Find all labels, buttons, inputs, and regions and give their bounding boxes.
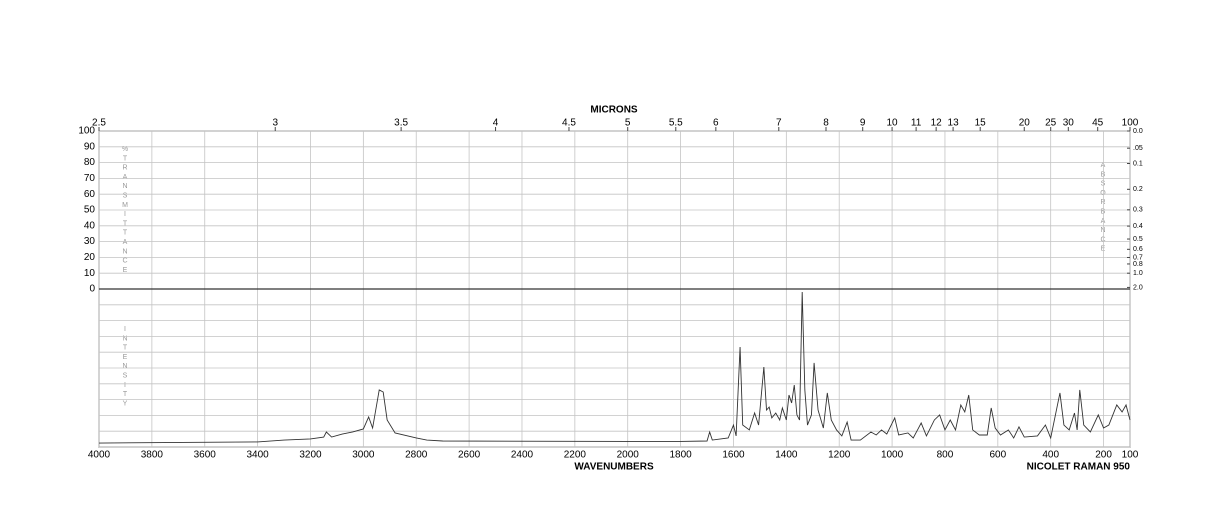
x-tick-label: 1600 (722, 450, 745, 461)
x2-tick-label: 20 (1019, 118, 1031, 129)
x-tick-label: 3000 (352, 450, 375, 461)
x2-tick-label: 6 (713, 118, 719, 129)
y2-tick-label: 0.6 (1133, 246, 1143, 253)
y2-tick-label: 1.0 (1133, 270, 1143, 277)
x-tick-label: 2600 (458, 450, 481, 461)
y-tick-label: 0 (89, 284, 95, 295)
x2-tick-label: 3.5 (394, 118, 408, 129)
x2-tick-label: 15 (975, 118, 987, 129)
x2-tick-label: 3 (272, 118, 278, 129)
top-axis-label: MICRONS (590, 105, 638, 116)
x-tick-label: 200 (1095, 450, 1112, 461)
x2-tick-label: 100 (1122, 118, 1139, 129)
x-tick-label: 400 (1042, 450, 1059, 461)
x2-tick-label: 9 (860, 118, 866, 129)
y-tick-label: 100 (78, 126, 95, 137)
x2-tick-label: 5 (625, 118, 631, 129)
x2-tick-label: 7 (776, 118, 782, 129)
x-tick-label: 100 (1122, 450, 1139, 461)
y-tick-label: 90 (84, 141, 96, 152)
x-tick-label: 2200 (564, 450, 587, 461)
x-tick-label: 4000 (88, 450, 111, 461)
y-tick-label: 40 (84, 220, 96, 231)
x2-tick-label: 45 (1092, 118, 1104, 129)
spectrum-line (98, 291, 1131, 444)
y-tick-label: 20 (84, 252, 96, 263)
y2-tick-label: 0.2 (1133, 186, 1143, 193)
y2-tick-label: 0.8 (1133, 261, 1143, 268)
x-tick-label: 1000 (881, 450, 904, 461)
y2-tick-label: 0.7 (1133, 254, 1143, 261)
x2-tick-label: 4.5 (562, 118, 576, 129)
x2-tick-label: 8 (823, 118, 829, 129)
x2-tick-label: 5.5 (669, 118, 683, 129)
y-tick-label: 80 (84, 157, 96, 168)
x2-tick-label: 10 (887, 118, 899, 129)
x-tick-label: 2000 (617, 450, 640, 461)
x-tick-label: 2800 (405, 450, 428, 461)
x-tick-label: 3400 (246, 450, 269, 461)
y2-tick-label: 0.4 (1133, 223, 1143, 230)
y-tick-label: 70 (84, 173, 96, 184)
x-tick-label: 1400 (775, 450, 798, 461)
y2-tick-label: 0.0 (1133, 128, 1143, 135)
x2-tick-label: 2.5 (92, 118, 106, 129)
x-tick-label: 2400 (511, 450, 534, 461)
left-axis-label: %TRANSMITTANCE (121, 146, 128, 276)
x-tick-label: 1200 (828, 450, 851, 461)
x2-tick-label: 13 (948, 118, 960, 129)
y2-tick-label: 0.3 (1133, 207, 1143, 214)
y-tick-label: 10 (84, 268, 96, 279)
x2-tick-label: 4 (493, 118, 499, 129)
instrument-label: NICOLET RAMAN 950 (1027, 462, 1131, 473)
x-axis-label: WAVENUMBERS (574, 462, 654, 473)
x2-tick-label: 12 (931, 118, 943, 129)
x-tick-label: 1800 (669, 450, 692, 461)
x-tick-label: 800 (937, 450, 954, 461)
y-tick-label: 60 (84, 189, 96, 200)
right-axis-label: ABSORBANCE (1099, 162, 1106, 255)
x2-tick-label: 11 (911, 118, 922, 129)
x2-tick-label: 30 (1063, 118, 1075, 129)
y-tick-label: 30 (84, 236, 96, 247)
x-tick-label: 600 (989, 450, 1006, 461)
y2-tick-label: 0.1 (1133, 160, 1143, 167)
x-tick-label: 3800 (141, 450, 164, 461)
y-tick-label: 50 (84, 205, 96, 216)
y2-tick-label: .05 (1133, 145, 1143, 152)
x2-tick-label: 25 (1045, 118, 1057, 129)
x-tick-label: 3200 (299, 450, 322, 461)
x-tick-label: 3600 (194, 450, 217, 461)
y2-tick-label: 2.0 (1133, 284, 1143, 291)
y2-tick-label: 0.5 (1133, 236, 1143, 243)
